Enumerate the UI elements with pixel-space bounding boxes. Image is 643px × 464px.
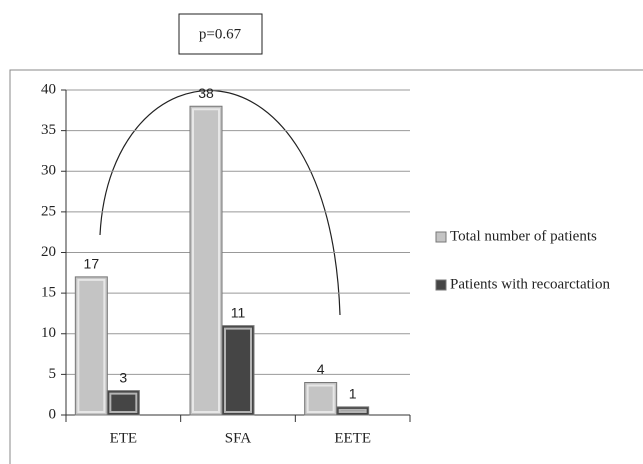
bar-highlight xyxy=(192,108,220,413)
bar-highlight xyxy=(224,327,252,413)
x-tick-label: ETE xyxy=(110,430,138,446)
chart-frame xyxy=(9,69,643,464)
y-tick-label: 25 xyxy=(41,203,56,219)
bar xyxy=(106,390,140,416)
bar-highlight xyxy=(109,392,138,413)
y-tick-label: 0 xyxy=(49,406,57,422)
bar xyxy=(221,325,255,416)
data-label: 1 xyxy=(349,386,357,402)
legend-label: Total number of patients xyxy=(450,228,597,244)
x-tick-label: EETE xyxy=(334,430,371,446)
y-tick-label: 40 xyxy=(41,81,56,97)
data-label: 17 xyxy=(84,256,100,272)
data-label: 11 xyxy=(231,304,246,320)
y-tick-label: 10 xyxy=(41,325,56,341)
data-label: 4 xyxy=(317,361,325,377)
y-tick-label: 30 xyxy=(41,163,56,179)
legend-swatch xyxy=(435,279,447,291)
y-tick-label: 15 xyxy=(41,285,56,301)
annotation: p=0.67 xyxy=(199,26,242,42)
bar xyxy=(304,382,338,416)
y-tick-label: 5 xyxy=(49,366,57,382)
annotation-arc xyxy=(99,90,341,316)
bar-highlight xyxy=(77,278,106,413)
y-tick-label: 35 xyxy=(41,122,56,138)
x-tick-label: SFA xyxy=(225,430,252,446)
annotation-box xyxy=(178,13,263,55)
data-label: 3 xyxy=(119,369,127,385)
bar-highlight xyxy=(306,384,335,413)
bar xyxy=(336,406,370,416)
legend-swatch xyxy=(435,231,447,243)
bar-highlight xyxy=(338,408,367,413)
bar xyxy=(74,276,108,416)
bar xyxy=(189,105,223,416)
legend-label: Patients with recoarctation xyxy=(450,276,610,292)
y-tick-label: 20 xyxy=(41,244,56,260)
data-label: 38 xyxy=(198,85,214,101)
